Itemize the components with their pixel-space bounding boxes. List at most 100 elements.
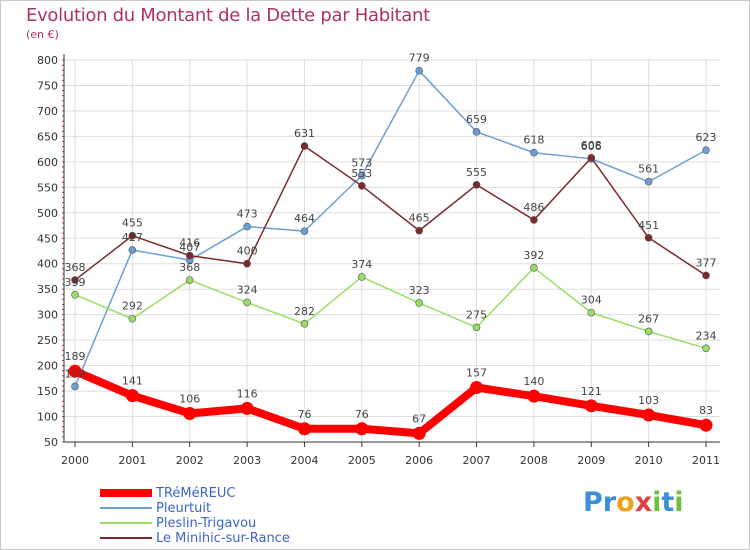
data-point (185, 276, 194, 284)
legend-label: Le Minihic-sur-Rance (156, 531, 290, 546)
data-label: 157 (466, 367, 487, 380)
data-label: 451 (638, 219, 659, 232)
legend-swatch (100, 507, 152, 509)
data-label: 76 (297, 408, 311, 421)
data-point (243, 259, 251, 268)
y-tick-label: 250 (37, 334, 58, 347)
x-tick-label: 2003 (233, 454, 261, 467)
data-point (71, 291, 79, 299)
data-point (243, 222, 251, 231)
data-label: 67 (412, 412, 426, 425)
data-label: 779 (409, 52, 430, 65)
data-label: 465 (409, 212, 430, 225)
y-tick-label: 200 (37, 360, 58, 373)
data-label: 573 (351, 157, 372, 170)
x-tick-label: 2002 (176, 454, 204, 467)
x-tick-label: 2006 (405, 454, 433, 467)
data-point (415, 66, 423, 75)
data-point (702, 344, 710, 353)
proxiti-logo: Proxiti (583, 487, 684, 518)
data-point (358, 182, 366, 190)
data-point (128, 246, 137, 254)
series-line-1 (74, 69, 707, 387)
data-label: 374 (351, 258, 372, 271)
data-label: 608 (581, 139, 602, 152)
data-point (185, 251, 194, 260)
data-label: 464 (294, 212, 315, 225)
data-point (412, 426, 426, 440)
data-label: 400 (237, 245, 258, 258)
data-point (644, 233, 653, 242)
data-point (355, 422, 369, 436)
data-label: 323 (409, 284, 430, 297)
logo-letter: i (674, 487, 684, 518)
data-point (530, 264, 538, 272)
tick-labels: 50 100 150 200 250 300 350 400 450 500 550 600 650 70… (37, 54, 720, 467)
data-point (530, 216, 538, 224)
data-point (644, 327, 653, 336)
y-tick-label: 600 (37, 156, 58, 169)
y-tick-label: 650 (37, 130, 58, 143)
legend-swatch (100, 522, 152, 524)
data-label: 392 (523, 249, 544, 262)
data-label: 618 (523, 134, 544, 147)
y-tick-label: 500 (37, 207, 58, 220)
data-point (300, 142, 309, 150)
y-tick-label: 800 (37, 54, 58, 67)
data-label: 553 (351, 167, 372, 180)
y-tick-label: 400 (37, 258, 58, 271)
data-point (358, 171, 366, 180)
data-point (470, 381, 484, 395)
y-tick-label: 150 (37, 385, 58, 398)
data-point (128, 231, 137, 240)
data-point (297, 422, 311, 436)
logo-letter: t (661, 487, 675, 518)
y-tick-label: 750 (37, 79, 58, 92)
series-line-2 (74, 267, 707, 350)
data-label: 486 (523, 201, 544, 214)
y-tick-label: 300 (37, 309, 58, 322)
x-tick-label: 2011 (692, 454, 720, 467)
data-point (699, 418, 713, 432)
data-point (71, 276, 79, 284)
data-label: 116 (237, 387, 258, 400)
x-tick-label: 2010 (635, 454, 663, 467)
axes (62, 54, 720, 447)
data-point (644, 177, 653, 186)
series-line-3 (74, 145, 707, 281)
data-label: 189 (65, 350, 86, 363)
chart-unit: (en €) (26, 28, 59, 41)
data-label: 623 (696, 131, 717, 144)
data-label: 659 (466, 113, 487, 126)
data-label: 631 (294, 127, 315, 140)
grid-lines (64, 59, 720, 443)
data-point (472, 128, 481, 136)
data-label: 292 (122, 300, 143, 313)
data-point (642, 408, 656, 422)
logo-letter: P (583, 487, 603, 518)
data-label: 140 (523, 375, 544, 388)
data-label: 234 (696, 329, 717, 342)
x-tick-label: 2008 (520, 454, 548, 467)
data-point (472, 323, 481, 332)
x-tick-label: 2005 (348, 454, 376, 467)
data-label: 275 (466, 308, 487, 321)
data-point (358, 273, 366, 281)
data-point (128, 314, 137, 323)
data-label: 407 (179, 241, 200, 254)
data-label: 141 (122, 375, 143, 388)
data-label: 106 (179, 392, 200, 405)
chart-title: Evolution du Montant de la Dette par Hab… (26, 5, 430, 26)
data-label: 267 (638, 312, 659, 325)
data-point (702, 146, 710, 154)
data-point (71, 382, 79, 391)
legend-label: Pleurtuit (156, 501, 212, 516)
x-tick-label: 2000 (61, 454, 89, 467)
data-label: 282 (294, 305, 315, 318)
data-point (472, 180, 481, 189)
data-point (240, 401, 254, 415)
data-point (68, 364, 82, 378)
data-label: 427 (122, 231, 143, 244)
data-point (415, 299, 423, 307)
